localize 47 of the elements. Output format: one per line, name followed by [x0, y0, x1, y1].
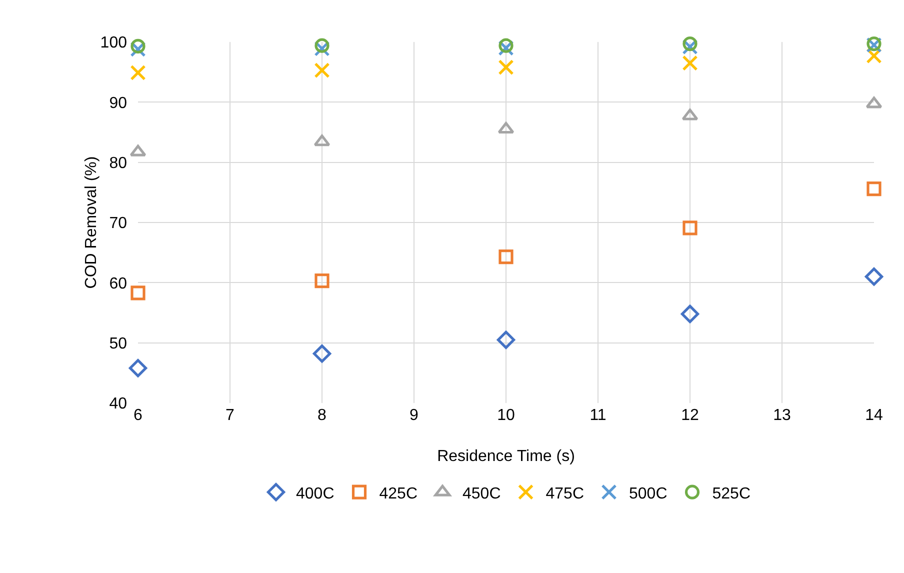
y-tick-label: 90: [109, 94, 128, 112]
x-tick-label: 7: [226, 407, 235, 424]
legend-label: 525C: [712, 485, 750, 502]
point: [314, 134, 330, 146]
legend-label: 475C: [546, 485, 584, 502]
point: [130, 286, 146, 300]
point: [498, 122, 514, 134]
point: [130, 64, 146, 80]
point: [496, 330, 516, 349]
point: [498, 59, 514, 76]
legend-label: 425C: [379, 485, 418, 502]
point: [498, 38, 514, 53]
point: [314, 274, 330, 288]
legend-label: 500C: [629, 485, 668, 502]
y-tick-label: 50: [109, 335, 128, 352]
y-tick-label: 100: [100, 34, 128, 52]
point: [682, 220, 698, 236]
y-tick-label: 70: [109, 215, 128, 232]
y-tick-label: 40: [109, 396, 128, 413]
point: [682, 55, 698, 71]
y-tick-label: 60: [109, 275, 128, 292]
x-tick-label: 10: [497, 407, 515, 424]
x-tick-label: 14: [865, 407, 883, 424]
point: [314, 62, 330, 78]
point: [682, 36, 698, 52]
point: [498, 249, 514, 264]
point: [128, 359, 148, 378]
x-tick-label: 13: [773, 407, 791, 424]
point: [864, 268, 884, 286]
x-tick-label: 8: [318, 407, 327, 424]
x-axis-title: Residence Time (s): [437, 448, 575, 465]
point: [680, 304, 700, 324]
point: [682, 108, 698, 120]
x-tick-label: 11: [590, 407, 606, 424]
y-axis-title: COD Removal (%): [83, 156, 100, 289]
y-tick-label: 80: [109, 154, 128, 172]
x-tick-label: 6: [134, 407, 143, 424]
point: [312, 344, 332, 363]
x-tick-label: 12: [681, 407, 699, 424]
x-tick-label: 9: [410, 407, 419, 424]
legend-label: 400C: [296, 485, 334, 502]
point: [866, 96, 882, 108]
point: [866, 182, 882, 196]
point: [130, 38, 146, 54]
legend-label: 450C: [462, 485, 501, 502]
point: [130, 144, 146, 156]
point: [314, 38, 330, 53]
